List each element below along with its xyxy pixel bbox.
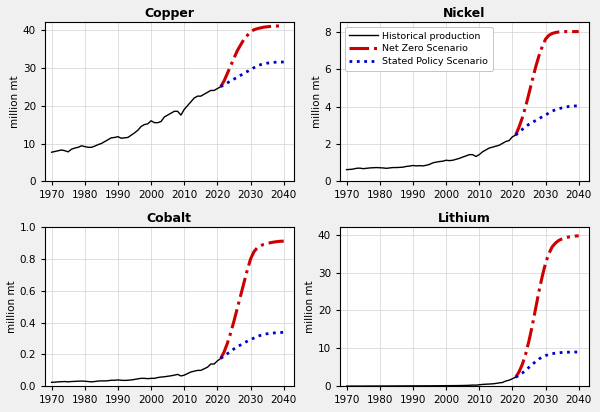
Y-axis label: million mt: million mt — [10, 75, 20, 128]
Title: Nickel: Nickel — [443, 7, 485, 20]
Legend: Historical production, Net Zero Scenario, Stated Policy Scenario: Historical production, Net Zero Scenario… — [344, 27, 493, 71]
Y-axis label: million mt: million mt — [311, 75, 322, 128]
Y-axis label: million mt: million mt — [305, 281, 315, 333]
Title: Cobalt: Cobalt — [147, 211, 192, 225]
Title: Lithium: Lithium — [438, 211, 491, 225]
Title: Copper: Copper — [145, 7, 194, 20]
Y-axis label: million mt: million mt — [7, 281, 17, 333]
